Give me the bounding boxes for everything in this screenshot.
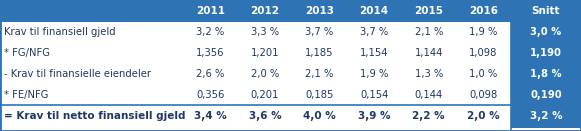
Text: - Krav til finansielle eiendeler: - Krav til finansielle eiendeler bbox=[4, 69, 151, 79]
Bar bbox=[347, 22, 401, 43]
Bar bbox=[0, 64, 183, 84]
Bar bbox=[511, 22, 581, 43]
Bar bbox=[238, 84, 292, 105]
Bar bbox=[292, 0, 347, 22]
Bar bbox=[347, 64, 401, 84]
Bar bbox=[456, 105, 511, 128]
Bar bbox=[456, 64, 511, 84]
Bar bbox=[183, 64, 238, 84]
Bar bbox=[456, 0, 511, 22]
Text: 1,3 %: 1,3 % bbox=[415, 69, 443, 79]
Bar bbox=[183, 84, 238, 105]
Text: 2,1 %: 2,1 % bbox=[415, 27, 443, 37]
Text: 1,098: 1,098 bbox=[469, 48, 497, 58]
Text: 0,190: 0,190 bbox=[530, 90, 562, 100]
Text: 1,0 %: 1,0 % bbox=[469, 69, 497, 79]
Text: 3,7 %: 3,7 % bbox=[306, 27, 333, 37]
Text: 1,356: 1,356 bbox=[196, 48, 225, 58]
Bar bbox=[292, 105, 347, 128]
Text: 1,144: 1,144 bbox=[415, 48, 443, 58]
Bar bbox=[456, 43, 511, 64]
Text: * FE/NFG: * FE/NFG bbox=[4, 90, 49, 100]
Bar bbox=[401, 84, 456, 105]
Text: 1,201: 1,201 bbox=[250, 48, 279, 58]
Text: 2016: 2016 bbox=[469, 6, 498, 16]
Text: = Krav til netto finansiell gjeld: = Krav til netto finansiell gjeld bbox=[4, 111, 185, 121]
Text: 2,0 %: 2,0 % bbox=[467, 111, 500, 121]
Text: * FG/NFG: * FG/NFG bbox=[4, 48, 50, 58]
Bar bbox=[401, 22, 456, 43]
Bar bbox=[292, 84, 347, 105]
Text: 0,154: 0,154 bbox=[360, 90, 388, 100]
Bar bbox=[183, 0, 238, 22]
Bar bbox=[0, 22, 183, 43]
Text: 1,9 %: 1,9 % bbox=[469, 27, 497, 37]
Bar bbox=[0, 105, 183, 128]
Bar bbox=[183, 43, 238, 64]
Text: 1,154: 1,154 bbox=[360, 48, 389, 58]
Bar bbox=[401, 64, 456, 84]
Text: 2,0 %: 2,0 % bbox=[251, 69, 279, 79]
Text: 3,2 %: 3,2 % bbox=[529, 111, 562, 121]
Bar bbox=[511, 43, 581, 64]
Text: 1,190: 1,190 bbox=[530, 48, 562, 58]
Text: 0,356: 0,356 bbox=[196, 90, 224, 100]
Bar bbox=[238, 43, 292, 64]
Bar bbox=[347, 0, 401, 22]
Text: 3,9 %: 3,9 % bbox=[358, 111, 390, 121]
Bar bbox=[0, 84, 183, 105]
Bar bbox=[183, 105, 238, 128]
Text: 3,0 %: 3,0 % bbox=[530, 27, 561, 37]
Bar bbox=[0, 43, 183, 64]
Bar bbox=[292, 22, 347, 43]
Text: 4,0 %: 4,0 % bbox=[303, 111, 336, 121]
Bar bbox=[292, 43, 347, 64]
Text: Krav til finansiell gjeld: Krav til finansiell gjeld bbox=[4, 27, 116, 37]
Bar bbox=[238, 105, 292, 128]
Bar bbox=[238, 64, 292, 84]
Bar bbox=[238, 0, 292, 22]
Bar bbox=[401, 0, 456, 22]
Bar bbox=[511, 64, 581, 84]
Text: 3,3 %: 3,3 % bbox=[251, 27, 279, 37]
Bar bbox=[401, 43, 456, 64]
Bar bbox=[456, 22, 511, 43]
Text: 2015: 2015 bbox=[414, 6, 443, 16]
Text: 1,8 %: 1,8 % bbox=[530, 69, 562, 79]
Bar bbox=[183, 22, 238, 43]
Bar bbox=[456, 84, 511, 105]
Bar bbox=[0, 0, 183, 22]
Text: 0,201: 0,201 bbox=[251, 90, 279, 100]
Bar bbox=[347, 105, 401, 128]
Bar bbox=[347, 43, 401, 64]
Bar bbox=[238, 22, 292, 43]
Text: 2,2 %: 2,2 % bbox=[413, 111, 445, 121]
Text: 0,098: 0,098 bbox=[469, 90, 497, 100]
Text: 3,2 %: 3,2 % bbox=[196, 27, 224, 37]
Bar bbox=[347, 84, 401, 105]
Text: 0,185: 0,185 bbox=[306, 90, 333, 100]
Text: 2014: 2014 bbox=[360, 6, 389, 16]
Text: 1,9 %: 1,9 % bbox=[360, 69, 388, 79]
Text: 0,144: 0,144 bbox=[415, 90, 443, 100]
Text: 1,185: 1,185 bbox=[305, 48, 334, 58]
Bar bbox=[401, 105, 456, 128]
Text: 2,1 %: 2,1 % bbox=[306, 69, 333, 79]
Text: 2013: 2013 bbox=[305, 6, 334, 16]
Text: 2011: 2011 bbox=[196, 6, 225, 16]
Text: 3,6 %: 3,6 % bbox=[249, 111, 281, 121]
Bar bbox=[511, 0, 581, 22]
Bar bbox=[511, 105, 581, 128]
Text: 2,6 %: 2,6 % bbox=[196, 69, 224, 79]
Text: 2012: 2012 bbox=[250, 6, 279, 16]
Bar bbox=[511, 84, 581, 105]
Text: Snitt: Snitt bbox=[532, 6, 560, 16]
Bar bbox=[292, 64, 347, 84]
Text: 3,7 %: 3,7 % bbox=[360, 27, 388, 37]
Text: 3,4 %: 3,4 % bbox=[194, 111, 227, 121]
